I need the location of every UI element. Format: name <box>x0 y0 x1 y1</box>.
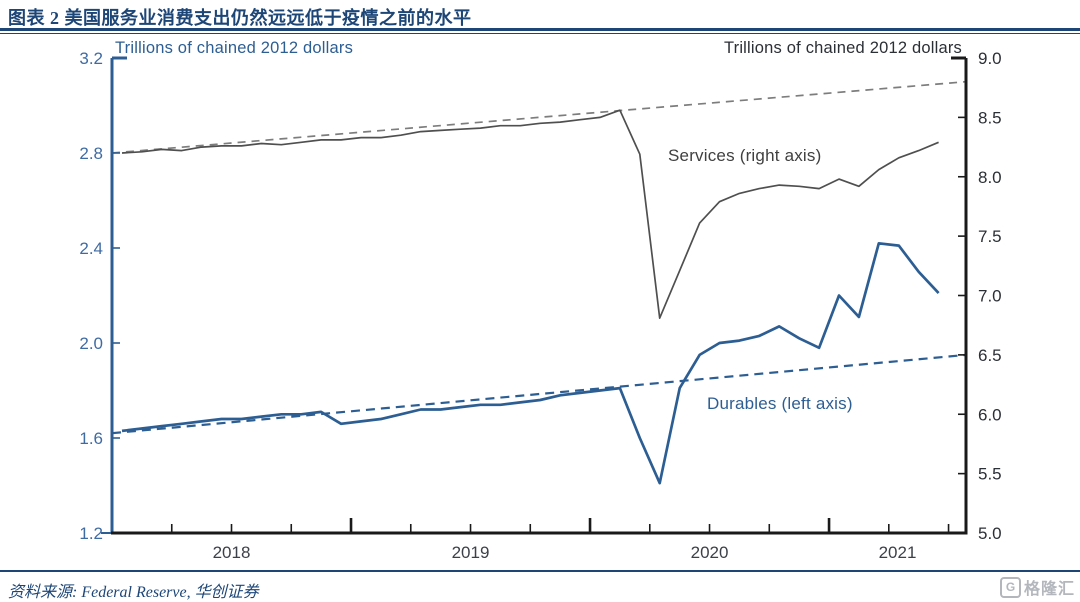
source-note: 资料来源: Federal Reserve, 华创证券 <box>8 584 259 601</box>
services-trend-line <box>111 80 967 154</box>
right-axis-tick-label: 8.5 <box>978 108 1002 127</box>
durables-line <box>121 241 940 485</box>
title-rule-thick <box>0 28 1080 31</box>
right-axis-title: Trillions of chained 2012 dollars <box>723 39 962 57</box>
gelonghui-logo-text: 格隆汇 <box>1023 581 1075 598</box>
services-line <box>121 109 939 319</box>
chart-title: 图表 2 美国服务业消费支出仍然远远低于疫情之前的水平 <box>8 8 472 28</box>
x-axis-year-label: 2018 <box>213 543 251 562</box>
durables-series-label: Durables (left axis) <box>707 394 853 413</box>
durables-trend-line <box>111 353 967 435</box>
right-axis-tick-label: 8.0 <box>978 168 1002 187</box>
left-axis-tick-label: 1.6 <box>79 429 103 448</box>
right-axis-tick-label: 6.5 <box>978 346 1002 365</box>
footer-rule <box>0 570 1080 572</box>
gelonghui-logo-icon: G <box>999 576 1021 598</box>
left-axis-title: Trillions of chained 2012 dollars <box>115 39 354 57</box>
right-axis-tick-label: 5.0 <box>978 524 1002 543</box>
right-axis-tick-label: 7.5 <box>978 227 1002 246</box>
left-axis-tick-label: 3.2 <box>79 49 103 68</box>
left-axis-tick-label: 2.0 <box>79 334 103 353</box>
left-axis-tick-label: 1.2 <box>79 524 103 543</box>
right-axis-tick-label: 9.0 <box>978 49 1002 68</box>
x-axis-year-label: 2020 <box>691 543 729 562</box>
title-rule-thin <box>0 33 1080 34</box>
right-axis-tick-label: 6.0 <box>978 405 1002 424</box>
gelonghui-watermark: G 格隆汇 <box>999 575 1075 599</box>
services-series-label: Services (right axis) <box>668 146 822 165</box>
left-axis-tick-label: 2.4 <box>79 239 103 258</box>
x-axis-year-label: 2019 <box>452 543 490 562</box>
x-axis-year-label: 2021 <box>879 543 917 562</box>
right-axis-tick-label: 7.0 <box>978 287 1002 306</box>
right-axis-tick-label: 5.5 <box>978 465 1002 484</box>
left-axis-tick-label: 2.8 <box>79 144 103 163</box>
